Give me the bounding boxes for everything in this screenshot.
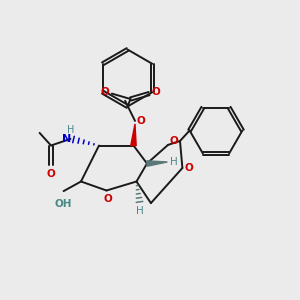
Text: O: O [101,87,110,97]
Text: H: H [169,157,177,167]
Text: O: O [169,136,178,146]
Text: O: O [136,116,145,126]
Text: OH: OH [54,199,72,208]
Text: O: O [46,169,56,179]
Polygon shape [131,124,136,146]
Text: O: O [103,194,112,205]
Text: H: H [136,206,144,216]
Text: N: N [62,134,71,144]
Text: O: O [185,163,194,173]
Text: O: O [151,87,160,97]
Polygon shape [147,161,167,166]
Text: H: H [68,125,75,136]
